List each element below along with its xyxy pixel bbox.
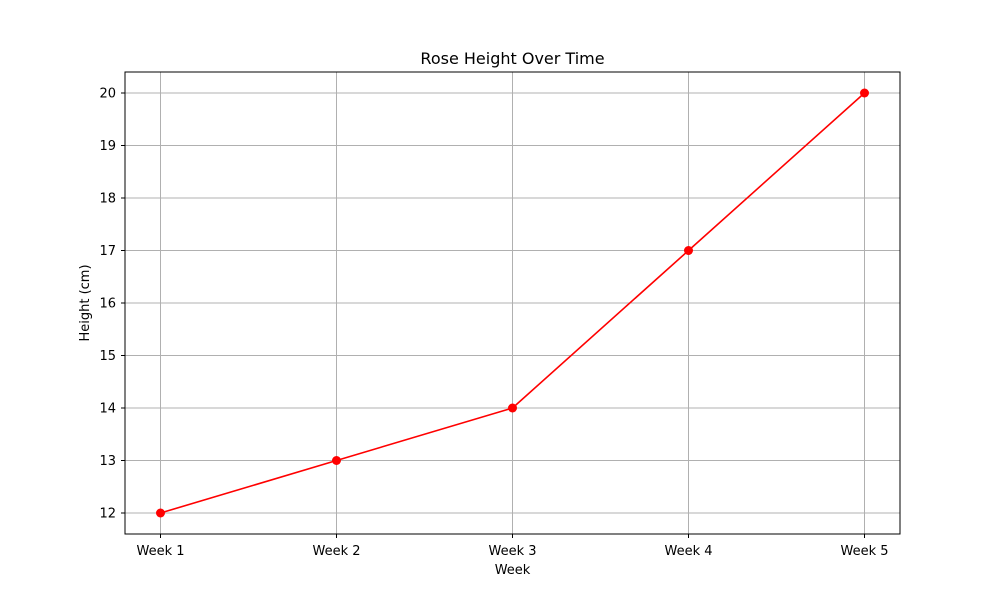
data-point-marker xyxy=(156,508,165,518)
y-tick-label: 18 xyxy=(99,192,116,207)
x-axis-label: Week xyxy=(495,563,531,578)
data-point-marker xyxy=(508,403,517,413)
data-point-marker xyxy=(860,88,869,98)
y-tick-label: 16 xyxy=(99,297,116,312)
tick-layer: Week 1 Week 2 Week 3 Week 4 Week 5 12 13 14 15 16… xyxy=(99,87,888,560)
x-tick-label: Week 3 xyxy=(488,544,536,559)
y-tick-label: 13 xyxy=(99,454,116,469)
chart-title: Rose Height Over Time xyxy=(420,49,604,68)
grid-layer xyxy=(125,72,900,534)
y-tick-label: 12 xyxy=(99,507,116,522)
y-axis-label: Height (cm) xyxy=(78,264,93,341)
data-point-marker xyxy=(332,456,341,465)
x-tick-label: Week 2 xyxy=(312,544,360,559)
x-tick-label: Week 4 xyxy=(664,544,712,559)
y-tick-label: 20 xyxy=(99,87,116,102)
x-tick-label: Week 1 xyxy=(136,544,184,559)
x-tick-label: Week 5 xyxy=(840,544,888,559)
y-tick-label: 14 xyxy=(99,402,116,417)
data-point-marker xyxy=(684,246,693,255)
y-tick-label: 19 xyxy=(99,139,116,154)
y-tick-label: 17 xyxy=(99,244,116,259)
series-layer xyxy=(156,88,869,518)
y-tick-label: 15 xyxy=(99,349,116,364)
